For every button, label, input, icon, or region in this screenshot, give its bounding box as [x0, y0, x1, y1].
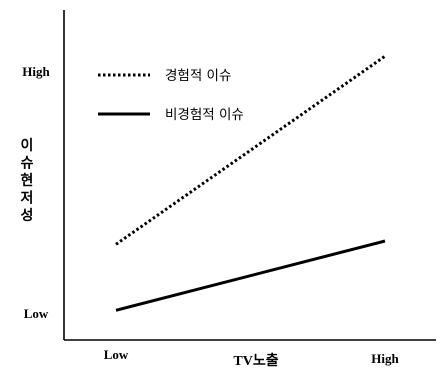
- y-axis-title-char: 현: [21, 173, 34, 189]
- series-lines: [116, 56, 385, 310]
- y-tick-label-low: Low: [24, 306, 49, 321]
- series-line-experiential: [116, 56, 385, 244]
- x-axis-title: TV노출: [233, 352, 278, 369]
- y-axis-title-char: 저: [21, 191, 34, 207]
- y-axis-title-char: 이: [21, 137, 34, 154]
- legend-label-non-experiential: 비경험적 이슈: [165, 107, 244, 123]
- y-tick-label-high: High: [22, 64, 50, 79]
- y-axis-title-char: 성: [21, 208, 34, 224]
- y-axis-title-char: 슈: [21, 156, 34, 172]
- series-line-non-experiential: [116, 241, 385, 310]
- legend-label-experiential: 경험적 이슈: [165, 68, 231, 84]
- legend: 경험적 이슈 비경험적 이슈: [98, 68, 244, 123]
- x-tick-label-high: High: [371, 351, 399, 366]
- x-tick-label-low: Low: [104, 347, 129, 362]
